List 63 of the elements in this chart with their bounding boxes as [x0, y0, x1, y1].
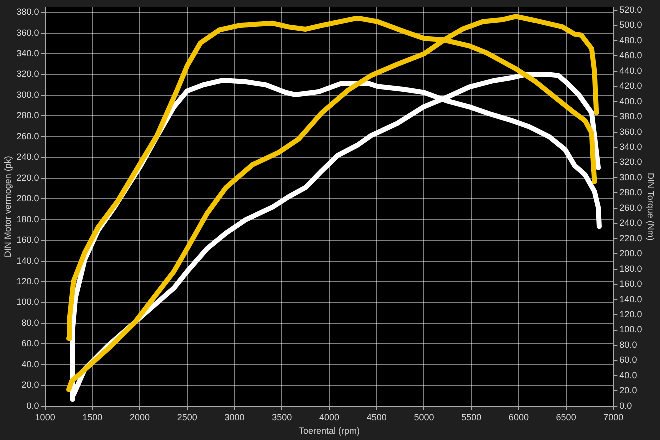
x-tick-label: 1000 — [35, 412, 56, 422]
y-tick-label: 60.0 — [22, 338, 40, 349]
y-tick-label: 120.0 — [16, 276, 40, 287]
y-tick-label: 200.0 — [16, 194, 40, 204]
y2-tick-label: 180.0 — [620, 264, 642, 274]
y2-tick-label: 500.0 — [620, 20, 642, 30]
y2-axis-title: DIN Torque (Nm) — [646, 172, 656, 241]
y2-tick-label: 480.0 — [620, 35, 642, 46]
y2-tick-label: 100.0 — [620, 324, 642, 335]
y-axis-title: DIN Motor vermogen (pk) — [2, 156, 13, 258]
y-tick-label: 360.0 — [16, 28, 40, 38]
x-tick-label: 2500 — [177, 412, 198, 422]
y2-tick-label: 40.0 — [620, 370, 638, 380]
y2-tick-label: 420.0 — [620, 81, 642, 92]
y2-tick-label: 80.0 — [620, 340, 638, 350]
y-tick-label: 300.0 — [16, 90, 40, 100]
x-tick-label: 5000 — [414, 412, 434, 422]
y2-tick-label: 260.0 — [620, 202, 642, 213]
y2-tick-label: 240.0 — [620, 218, 642, 228]
x-tick-label: 4000 — [319, 412, 340, 422]
y-tick-label: 320.0 — [16, 69, 40, 80]
y2-tick-label: 520.0 — [620, 4, 642, 15]
y-tick-label: 0.0 — [26, 400, 40, 411]
y2-tick-label: 400.0 — [620, 96, 642, 106]
y-tick-label: 160.0 — [16, 235, 40, 246]
y2-tick-label: 20.0 — [620, 386, 638, 396]
y-tick-label: 180.0 — [16, 214, 40, 224]
y2-tick-label: 0.0 — [620, 400, 632, 411]
y-tick-label: 40.0 — [22, 359, 40, 370]
y-tick-label: 100.0 — [16, 297, 40, 308]
y-tick-label: 280.0 — [16, 110, 40, 121]
y2-tick-label: 320.0 — [620, 157, 642, 168]
y-tick-label: 340.0 — [16, 48, 40, 59]
y2-tick-label: 460.0 — [620, 50, 642, 61]
y2-tick-label: 280.0 — [620, 188, 642, 198]
y-tick-label: 140.0 — [16, 256, 40, 266]
y2-tick-label: 140.0 — [620, 294, 642, 304]
y2-tick-label: 380.0 — [620, 112, 642, 122]
y-tick-label: 260.0 — [16, 131, 40, 142]
y2-tick-label: 340.0 — [620, 142, 642, 152]
y-tick-label: 20.0 — [22, 380, 40, 390]
x-tick-label: 1500 — [82, 412, 103, 422]
y2-tick-label: 360.0 — [620, 126, 642, 137]
y-tick-label: 240.0 — [16, 152, 40, 162]
x-tick-label: 7000 — [604, 412, 624, 422]
x-tick-label: 4500 — [366, 412, 387, 422]
y2-tick-label: 200.0 — [620, 248, 642, 259]
x-tick-label: 3500 — [272, 412, 292, 422]
x-axis-title: Toerental (rpm) — [298, 426, 360, 436]
y-tick-label: 220.0 — [16, 172, 40, 183]
y-tick-label: 80.0 — [22, 318, 40, 328]
x-tick-label: 6500 — [556, 412, 576, 422]
y2-tick-label: 220.0 — [620, 233, 642, 244]
y2-tick-label: 440.0 — [620, 66, 642, 76]
y2-tick-label: 60.0 — [620, 355, 638, 366]
x-tick-label: 2000 — [130, 412, 150, 422]
x-tick-label: 5500 — [462, 412, 482, 422]
x-tick-label: 3000 — [224, 412, 245, 422]
y2-tick-label: 300.0 — [620, 172, 642, 182]
y2-tick-label: 160.0 — [620, 279, 642, 290]
y2-tick-label: 120.0 — [620, 310, 642, 320]
x-tick-label: 6000 — [508, 412, 529, 422]
y-tick-label: 380.0 — [16, 7, 40, 18]
